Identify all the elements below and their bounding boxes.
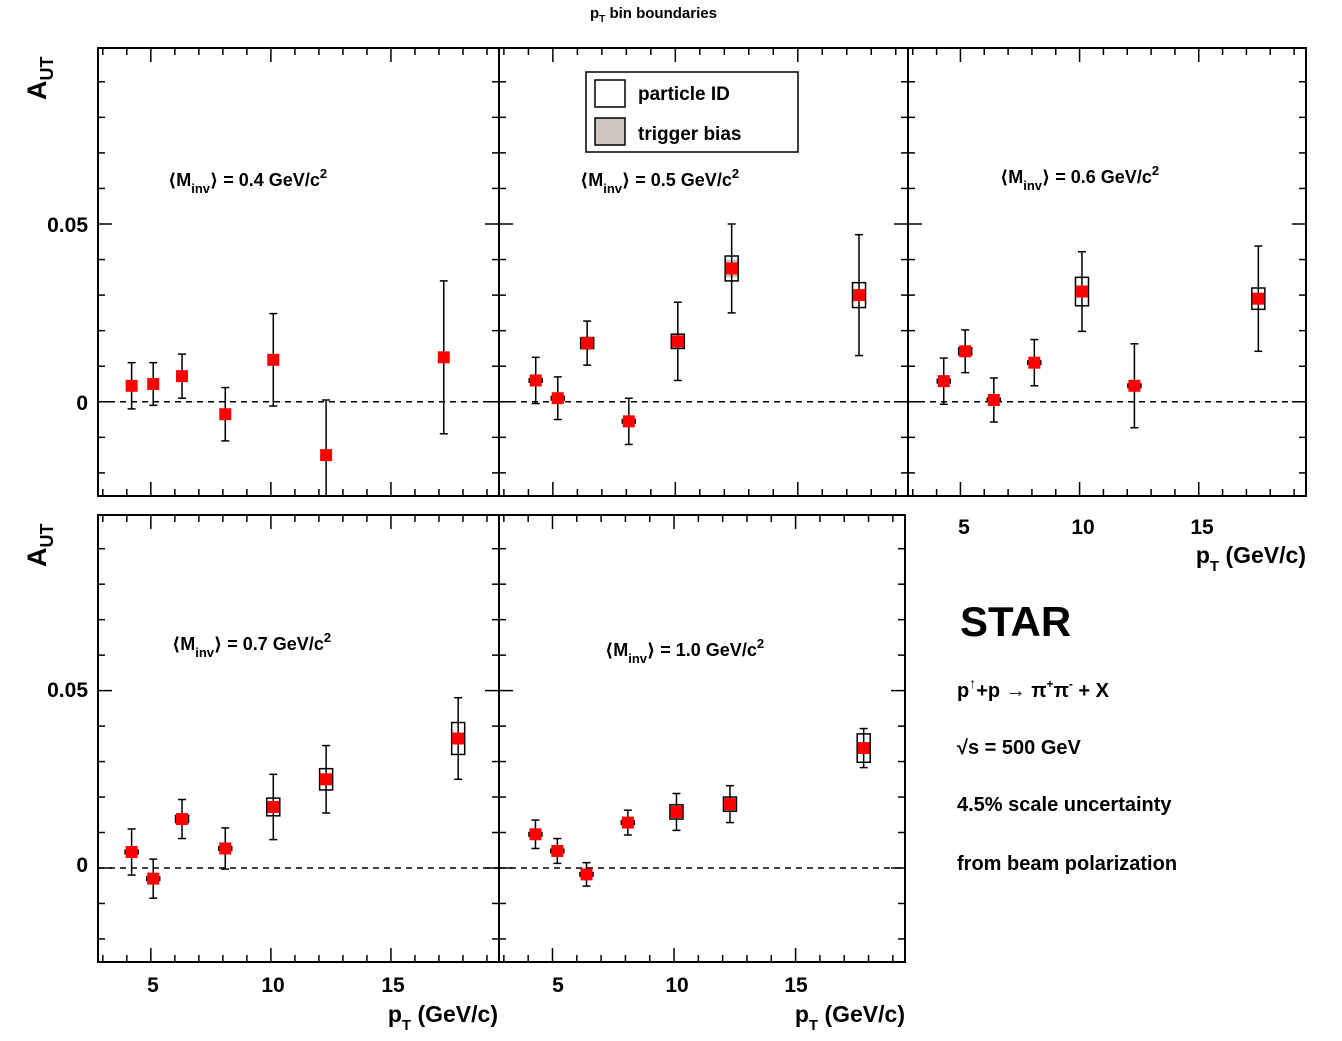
legend-swatch-particle-id: [594, 79, 626, 108]
panel-frame-0.6: [907, 47, 1307, 497]
data-point: [580, 868, 593, 881]
x-tick-label-p07-15: 15: [381, 974, 405, 997]
data-point: [1252, 292, 1265, 305]
data-point: [125, 846, 138, 859]
data-point: [437, 351, 450, 364]
y-tick-label-bottom-0.05: 0.05: [47, 679, 88, 702]
y-axis-title-top: AUT: [22, 57, 57, 101]
legend-label-particle-id: particle ID: [638, 84, 730, 105]
legend-label-trigger-bias: trigger bias: [638, 124, 741, 145]
energy-label: √s = 500 GeV: [957, 737, 1082, 759]
data-point: [725, 262, 738, 275]
y-tick-label-top-0.05: 0.05: [47, 214, 88, 237]
data-point: [219, 842, 232, 855]
panel-label-0.5: ⟨Minv⟩ = 0.5 GeV/c2: [580, 166, 739, 196]
panel-0.5: ⟨Minv⟩ = 0.5 GeV/c2: [499, 48, 908, 496]
x-tick-label-p07-5: 5: [147, 974, 159, 997]
data-point: [551, 844, 564, 857]
data-point: [937, 375, 950, 388]
legend-swatch-trigger-bias: [594, 117, 626, 146]
panel-label-0.6: ⟨Minv⟩ = 0.6 GeV/c2: [1000, 163, 1159, 193]
data-point: [529, 374, 542, 387]
reaction-label: p↑+p → π+π- + X: [957, 675, 1110, 702]
x-axis-title-p06: pT (GeV/c): [1196, 542, 1306, 575]
data-point: [320, 449, 333, 462]
panel-0.6: ⟨Minv⟩ = 0.6 GeV/c2: [908, 48, 1306, 496]
panel-frame-0.7: [97, 514, 500, 963]
data-point: [125, 379, 138, 392]
x-tick-label-p10-15: 15: [784, 974, 808, 997]
x-axis-title-p10: pT (GeV/c): [795, 1001, 905, 1034]
x-tick-label-p10-10: 10: [665, 974, 688, 997]
data-point: [147, 378, 160, 390]
data-point: [723, 798, 736, 811]
data-point: [176, 370, 189, 383]
data-point: [670, 805, 683, 818]
data-point: [1128, 379, 1141, 392]
scale-note-1: 4.5% scale uncertainty: [957, 794, 1172, 816]
data-point: [853, 289, 866, 302]
data-point: [987, 394, 1000, 406]
y-tick-label-bottom-0: 0: [76, 854, 88, 877]
data-point: [147, 872, 160, 885]
panel-frame-0.4: [97, 47, 500, 497]
plot-layer: ⟨Minv⟩ = 0.4 GeV/c2 ⟨Minv⟩ = 0.5 GeV/c2 ⟨M…: [98, 48, 1306, 962]
y-axis-title-bottom: AUT: [22, 524, 57, 568]
experiment-label: STAR: [960, 598, 1071, 645]
x-tick-label-p06-15: 15: [1190, 516, 1214, 539]
panel-0.4: ⟨Minv⟩ = 0.4 GeV/c2: [98, 48, 499, 496]
panel-0.7: ⟨Minv⟩ = 0.7 GeV/c2: [98, 515, 499, 962]
top-title: pT bin boundaries: [590, 5, 717, 25]
data-point: [621, 816, 634, 829]
data-point: [320, 773, 333, 786]
x-tick-label-p07-10: 10: [261, 974, 284, 997]
data-point: [857, 742, 870, 755]
data-point: [219, 408, 232, 421]
panel-label-0.7: ⟨Minv⟩ = 0.7 GeV/c2: [172, 630, 331, 660]
data-point: [529, 828, 542, 841]
data-point: [581, 337, 594, 350]
x-tick-label-p06-5: 5: [958, 516, 970, 539]
data-point: [267, 800, 280, 813]
scale-note-2: from beam polarization: [957, 853, 1177, 875]
data-point: [671, 335, 684, 348]
panel-1.0: ⟨Minv⟩ = 1.0 GeV/c2: [499, 515, 905, 962]
data-point: [959, 345, 972, 358]
x-tick-label-p06-10: 10: [1071, 516, 1094, 539]
x-tick-label-p10-5: 5: [552, 974, 564, 997]
panel-label-0.4: ⟨Minv⟩ = 0.4 GeV/c2: [168, 166, 327, 196]
data-point: [267, 353, 280, 366]
y-tick-label-top-0: 0: [76, 392, 88, 415]
panel-label-1.0: ⟨Minv⟩ = 1.0 GeV/c2: [605, 636, 764, 666]
data-point: [551, 392, 564, 405]
data-point: [1028, 356, 1041, 369]
data-point: [452, 732, 465, 745]
panel-frame-1.0: [498, 514, 906, 963]
data-point: [176, 813, 189, 826]
data-point: [622, 415, 635, 428]
x-axis-title-p07: pT (GeV/c): [388, 1001, 498, 1034]
data-point: [1075, 285, 1088, 298]
